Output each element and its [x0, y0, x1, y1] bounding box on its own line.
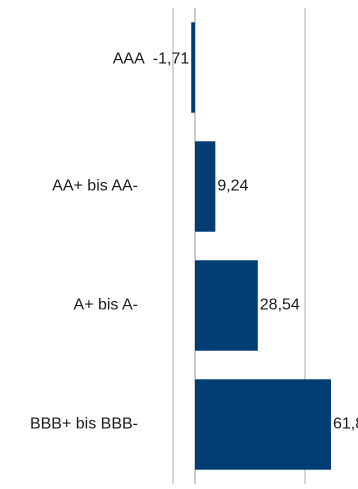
value-label-2: 28,54 — [260, 297, 300, 314]
bar-0 — [191, 22, 195, 113]
labels: -1,71 AAA 9,24 AA+ bis AA- 28,54 A+ bis A- 61,… — [30, 50, 358, 432]
bars — [191, 22, 331, 470]
category-label-0: AAA — [113, 50, 145, 67]
category-label-1: AA+ bis AA- — [52, 178, 138, 195]
bar-1 — [195, 141, 216, 232]
bar-3 — [195, 379, 331, 470]
value-label-3: 61,81 — [333, 416, 358, 433]
value-label-1: 9,24 — [217, 178, 248, 195]
category-label-3: BBB+ bis BBB- — [30, 416, 138, 433]
category-label-2: A+ bis A- — [74, 297, 138, 314]
value-label-0: -1,71 — [153, 50, 190, 67]
bar-2 — [195, 260, 258, 351]
